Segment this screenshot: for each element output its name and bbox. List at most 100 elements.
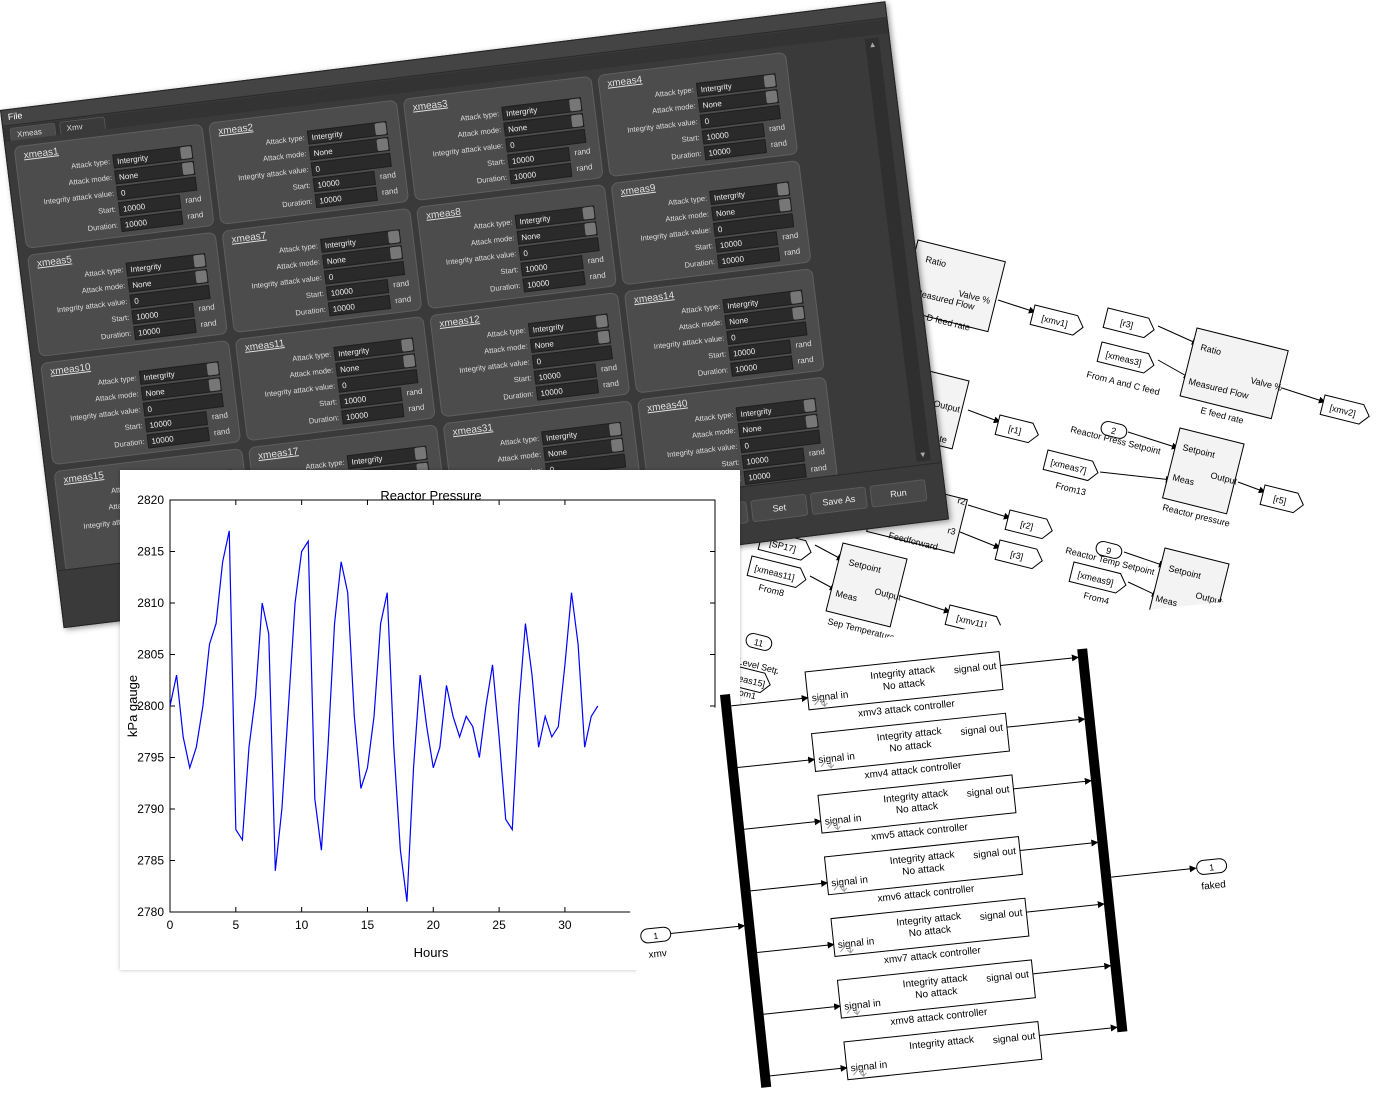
constant-port: 11 <box>745 632 773 651</box>
port-label: signal in <box>837 936 875 951</box>
goto-tag: [r2] <box>1004 509 1053 540</box>
port-name: xmv <box>648 948 667 961</box>
port-label: signal out <box>979 908 1023 923</box>
y-tick-label: 2810 <box>137 596 164 610</box>
x-tick-label: 25 <box>492 918 506 932</box>
signal-line <box>967 409 1001 424</box>
data-line <box>169 530 599 902</box>
constant-port: 9 <box>1095 540 1123 559</box>
x-tick-label: 5 <box>232 918 239 932</box>
block-icon <box>853 1066 867 1078</box>
block-icon <box>814 696 828 708</box>
signal-line <box>1000 654 1079 667</box>
block <box>830 897 1030 957</box>
signal-line <box>1006 716 1086 728</box>
signal-line <box>1123 551 1166 568</box>
signal-line <box>1237 481 1266 494</box>
signal-line <box>1026 901 1105 913</box>
signal-line <box>731 694 809 707</box>
signal-line <box>997 299 1036 314</box>
y-axis-label: kPa gauge <box>125 675 140 737</box>
port-label: signal out <box>973 846 1017 861</box>
port-label: signal in <box>844 998 882 1013</box>
constant-port: 2 <box>1100 420 1128 439</box>
port-label: signal in <box>811 690 849 705</box>
tag-shape <box>1004 509 1053 540</box>
tag-shape <box>1259 484 1304 514</box>
port-label: signal in <box>850 1060 888 1075</box>
chart: Reactor Pressure Hours kPa gauge 2780 278… <box>125 488 716 960</box>
tag-label: [r1] <box>1007 424 1022 437</box>
signal-line <box>1013 777 1092 790</box>
signal-line <box>763 1003 842 1015</box>
port-shape <box>1100 420 1128 439</box>
port-label: signal out <box>986 969 1030 984</box>
block-icon <box>827 819 841 831</box>
block-label: No attack <box>908 924 952 939</box>
port-shape <box>1095 540 1123 559</box>
y-tick-label: 2790 <box>137 802 164 816</box>
diagram-label: Ratio <box>1200 342 1223 357</box>
tag-label: [r2] <box>1019 519 1034 532</box>
diagram-sheet <box>609 575 1384 1104</box>
signal-line <box>770 1064 848 1077</box>
y-tick-label: 2805 <box>137 648 164 662</box>
tag-shape <box>1319 394 1370 425</box>
mux-bar <box>720 693 772 1088</box>
block <box>825 542 908 628</box>
y-tick-label: 2800 <box>137 699 164 713</box>
diagram-label: r2 <box>957 495 967 507</box>
port-label: 11 <box>753 637 764 649</box>
x-axis-label: Hours <box>414 945 449 960</box>
tag-shape <box>746 555 807 589</box>
block-label: No attack <box>915 986 959 1001</box>
signal-line <box>959 531 1001 549</box>
x-tick-label: 10 <box>295 918 309 932</box>
block-icon <box>833 881 848 893</box>
goto-tag: [xmeas3] <box>1096 341 1155 374</box>
goto-tag: [xmeas9] <box>1068 561 1127 594</box>
tag-shape <box>994 539 1043 570</box>
diagram-label: Ratio <box>925 254 948 269</box>
tag-label: [r5] <box>1272 494 1287 507</box>
block <box>810 712 1010 772</box>
goto-tag: [r5] <box>1259 484 1304 514</box>
signal-line <box>1111 865 1197 878</box>
port-label: 2 <box>1110 425 1117 436</box>
signal-line <box>1281 387 1326 404</box>
goto-tag: [r3] <box>994 539 1043 570</box>
goto-tag: [xmv2] <box>1319 394 1370 425</box>
port-shape <box>745 632 773 651</box>
signal-line <box>1157 325 1199 345</box>
port-label: signal out <box>960 723 1004 738</box>
signal-line <box>1032 962 1112 975</box>
chart-title: Reactor Pressure <box>380 488 481 503</box>
signal-line <box>899 595 951 614</box>
signal-line <box>737 756 816 769</box>
block-label: No attack <box>882 677 926 692</box>
block-label: No attack <box>895 801 939 816</box>
signal-line <box>1039 1024 1118 1036</box>
block <box>804 651 1004 711</box>
block <box>817 774 1017 834</box>
block-label: No attack <box>902 862 946 877</box>
signal-line <box>1019 839 1099 852</box>
x-tick-label: 30 <box>558 918 572 932</box>
block <box>836 959 1036 1019</box>
tag-label: [r3] <box>1009 549 1024 562</box>
signal-line <box>1099 471 1173 483</box>
block-label: No attack <box>889 739 933 754</box>
port-label: signal in <box>824 813 862 828</box>
goto-tag: [r3] <box>1102 307 1155 339</box>
signal-line <box>1127 581 1159 597</box>
y-tick-label: 2780 <box>137 905 164 919</box>
block-icon <box>846 1004 861 1016</box>
outport <box>1196 858 1228 875</box>
tag-shape <box>1096 341 1155 374</box>
port-label: signal in <box>818 751 856 766</box>
block-icon <box>820 757 835 769</box>
port-label: signal out <box>992 1031 1036 1046</box>
